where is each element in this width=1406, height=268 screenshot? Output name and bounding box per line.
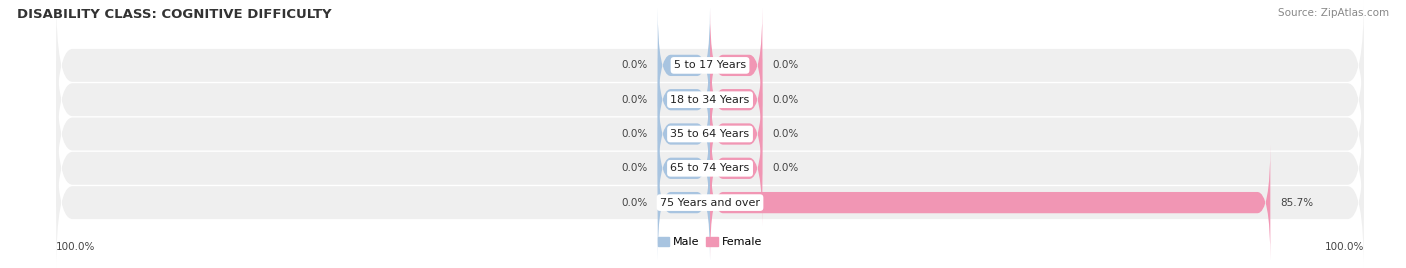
FancyBboxPatch shape [56, 30, 1364, 169]
FancyBboxPatch shape [710, 76, 762, 192]
Text: 100.0%: 100.0% [56, 242, 96, 252]
FancyBboxPatch shape [658, 42, 710, 158]
Text: 0.0%: 0.0% [772, 129, 799, 139]
FancyBboxPatch shape [710, 110, 762, 226]
Text: 0.0%: 0.0% [772, 95, 799, 105]
Legend: Male, Female: Male, Female [654, 233, 766, 252]
Text: 100.0%: 100.0% [1324, 242, 1364, 252]
Text: 0.0%: 0.0% [772, 163, 799, 173]
Text: 35 to 64 Years: 35 to 64 Years [671, 129, 749, 139]
Text: 0.0%: 0.0% [772, 60, 799, 70]
Text: 0.0%: 0.0% [621, 60, 648, 70]
FancyBboxPatch shape [710, 8, 762, 123]
Text: 18 to 34 Years: 18 to 34 Years [671, 95, 749, 105]
Text: 0.0%: 0.0% [621, 198, 648, 208]
Text: 85.7%: 85.7% [1279, 198, 1313, 208]
Text: 0.0%: 0.0% [621, 95, 648, 105]
Text: DISABILITY CLASS: COGNITIVE DIFFICULTY: DISABILITY CLASS: COGNITIVE DIFFICULTY [17, 8, 332, 21]
FancyBboxPatch shape [56, 65, 1364, 203]
Text: 0.0%: 0.0% [621, 129, 648, 139]
Text: 5 to 17 Years: 5 to 17 Years [673, 60, 747, 70]
FancyBboxPatch shape [56, 0, 1364, 135]
FancyBboxPatch shape [658, 110, 710, 226]
FancyBboxPatch shape [56, 133, 1364, 268]
FancyBboxPatch shape [658, 8, 710, 123]
FancyBboxPatch shape [56, 99, 1364, 238]
Text: 75 Years and over: 75 Years and over [659, 198, 761, 208]
FancyBboxPatch shape [658, 145, 710, 260]
Text: Source: ZipAtlas.com: Source: ZipAtlas.com [1278, 8, 1389, 18]
FancyBboxPatch shape [710, 145, 1271, 260]
Text: 65 to 74 Years: 65 to 74 Years [671, 163, 749, 173]
FancyBboxPatch shape [710, 42, 762, 158]
Text: 0.0%: 0.0% [621, 163, 648, 173]
FancyBboxPatch shape [658, 76, 710, 192]
